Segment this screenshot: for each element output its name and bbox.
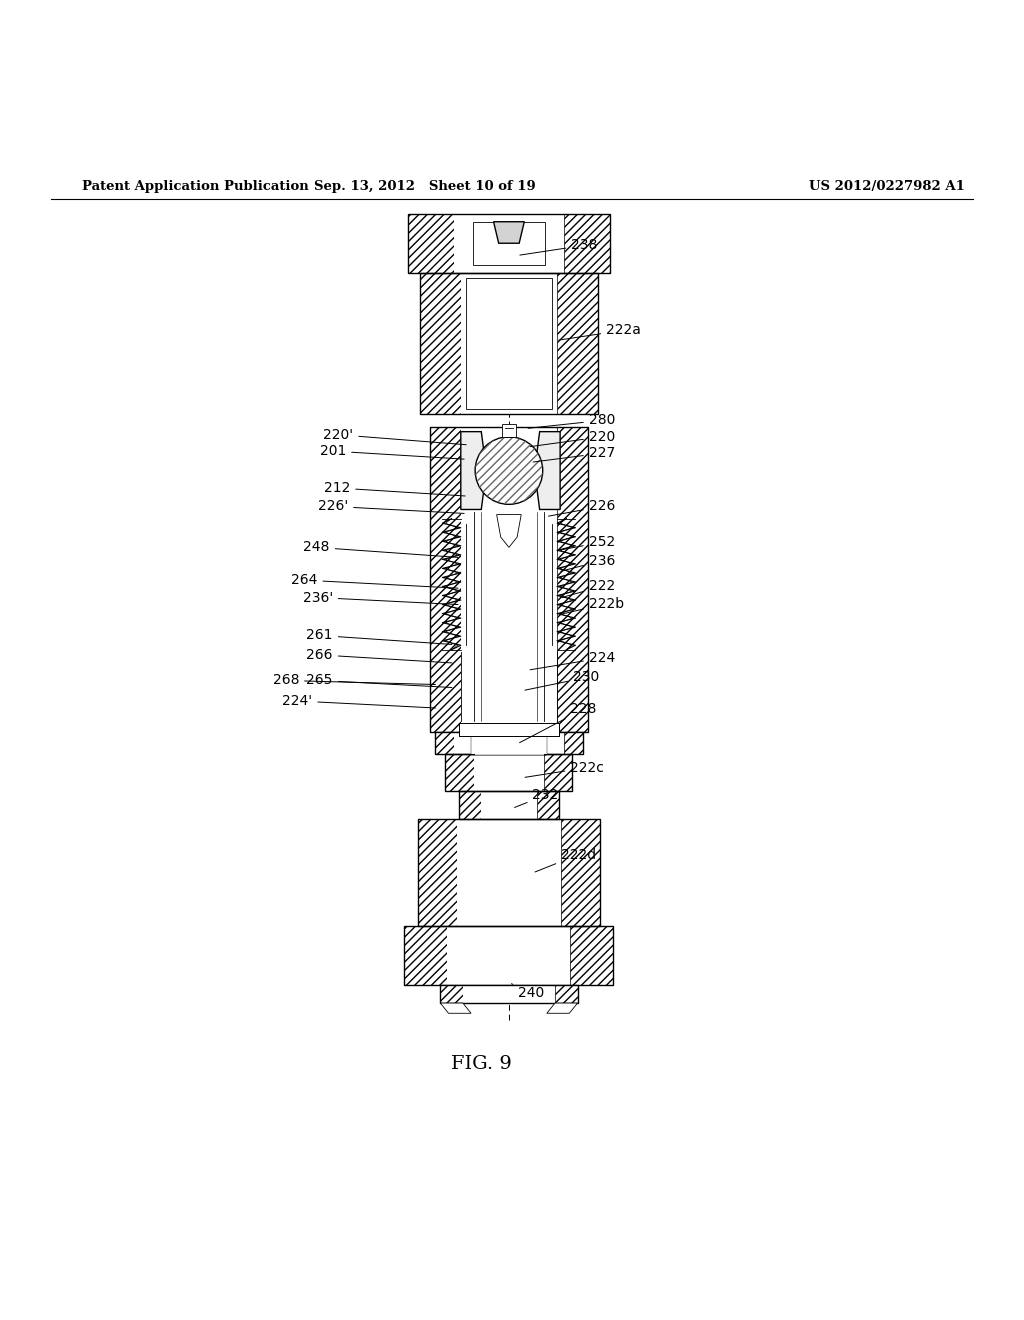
Bar (537, 791, 559, 818)
Bar (404, 927, 613, 985)
Text: 224: 224 (530, 651, 615, 669)
Bar (418, 818, 600, 927)
Bar (555, 985, 578, 1003)
Text: 240: 240 (511, 983, 545, 999)
Polygon shape (535, 432, 560, 510)
Bar (557, 426, 588, 731)
Text: 222b: 222b (561, 597, 624, 614)
Bar (420, 273, 461, 414)
Bar (430, 426, 461, 731)
Polygon shape (547, 1003, 578, 1014)
Bar (435, 731, 454, 754)
Bar (463, 985, 555, 1003)
Text: 252: 252 (561, 535, 615, 550)
Text: 220: 220 (530, 430, 615, 446)
Text: 226': 226' (317, 499, 464, 513)
Bar (408, 214, 610, 273)
Text: 220': 220' (324, 428, 466, 445)
Text: 222: 222 (561, 579, 615, 598)
Bar (404, 927, 447, 985)
Text: 227: 227 (534, 446, 615, 462)
Text: 230: 230 (525, 671, 600, 690)
Bar (461, 426, 557, 731)
Text: 248: 248 (303, 540, 458, 557)
Bar (459, 723, 559, 735)
Text: 232: 232 (515, 788, 559, 808)
Text: 266: 266 (306, 648, 452, 663)
Text: 224': 224' (283, 694, 435, 708)
Text: 201: 201 (319, 444, 464, 459)
Bar (435, 731, 583, 754)
Bar (454, 214, 564, 273)
Bar (544, 754, 572, 791)
Polygon shape (461, 432, 486, 510)
Bar (447, 927, 570, 985)
Bar (561, 818, 600, 927)
Text: 264: 264 (291, 573, 458, 589)
Bar (466, 279, 552, 409)
Bar (474, 754, 544, 791)
Text: FIG. 9: FIG. 9 (451, 1056, 512, 1073)
Bar (459, 791, 559, 818)
Text: 268: 268 (272, 673, 435, 688)
Bar (564, 214, 610, 273)
Text: 261: 261 (306, 628, 452, 644)
Text: 280: 280 (528, 413, 615, 428)
Text: 226: 226 (549, 499, 615, 516)
Bar (564, 731, 583, 754)
Bar (418, 818, 457, 927)
Bar (420, 273, 598, 414)
Text: 222a: 222a (559, 323, 641, 341)
Bar (445, 754, 474, 791)
Bar (471, 731, 547, 755)
Text: 228: 228 (519, 702, 597, 743)
Bar (481, 791, 537, 818)
Bar (440, 985, 463, 1003)
Bar (502, 425, 516, 437)
Text: US 2012/0227982 A1: US 2012/0227982 A1 (809, 181, 965, 194)
Bar (459, 791, 481, 818)
Bar (454, 731, 564, 754)
Bar (430, 426, 588, 731)
Text: 238: 238 (520, 239, 598, 255)
Bar (440, 985, 578, 1003)
Text: 265: 265 (306, 673, 452, 688)
Polygon shape (494, 222, 524, 243)
Text: 222d: 222d (536, 847, 596, 873)
Text: Patent Application Publication: Patent Application Publication (82, 181, 308, 194)
Text: 236': 236' (302, 590, 458, 605)
Bar (445, 754, 572, 791)
Text: Sep. 13, 2012   Sheet 10 of 19: Sep. 13, 2012 Sheet 10 of 19 (314, 181, 536, 194)
Bar (461, 273, 557, 414)
Bar (408, 214, 454, 273)
Bar (557, 273, 598, 414)
Polygon shape (440, 1003, 471, 1014)
Circle shape (475, 437, 543, 504)
Polygon shape (497, 515, 521, 548)
Bar (457, 818, 561, 927)
Bar (570, 927, 613, 985)
Text: 222c: 222c (525, 760, 604, 777)
Text: 212: 212 (324, 480, 465, 496)
Text: 236: 236 (561, 553, 615, 572)
Bar (459, 723, 559, 735)
Bar (473, 222, 545, 265)
